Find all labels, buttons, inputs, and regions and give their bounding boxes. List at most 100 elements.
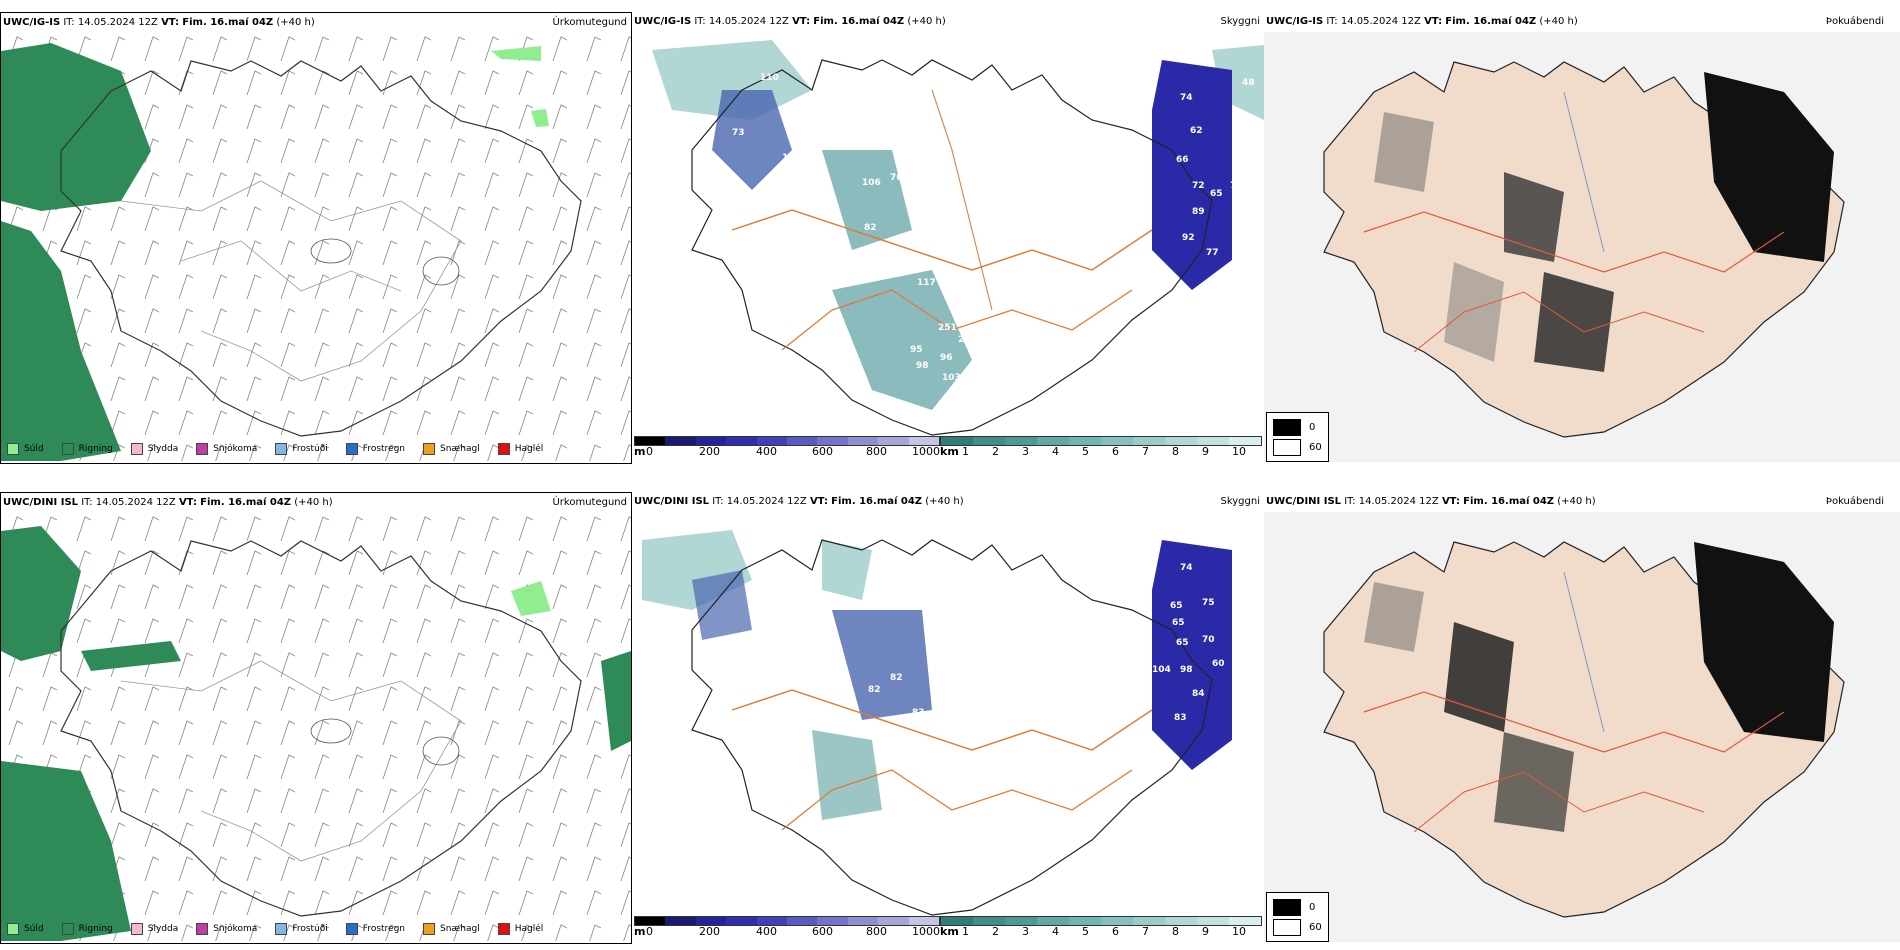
- height-unit: m: [634, 445, 646, 458]
- visibility-tick: 4: [1052, 925, 1059, 938]
- vis-value: 65: [1176, 638, 1189, 648]
- colorbar-segment: [1069, 917, 1101, 925]
- vis-value: 92: [1182, 233, 1195, 243]
- height-colorbar-strip: [634, 916, 940, 926]
- vis-value: 84: [1192, 689, 1205, 699]
- height-tick: 200: [699, 925, 720, 938]
- colorbar-segment: [1197, 437, 1229, 445]
- height-tick: 600: [812, 445, 833, 458]
- cloud-legend-swatch: [1273, 438, 1301, 456]
- legend-item: Snjókoma: [196, 443, 257, 455]
- legend-item: Frostúði: [275, 443, 328, 455]
- visibility-tick: 2: [992, 445, 999, 458]
- colorbar-segment: [973, 437, 1005, 445]
- height-tick: 800: [866, 925, 887, 938]
- vis-value: 95: [910, 345, 923, 355]
- legend-item: Frostregn: [345, 443, 405, 455]
- cloud-legend-item: 0: [1273, 417, 1322, 437]
- legend-item: Haglél: [497, 443, 543, 455]
- vis-value: 65: [1170, 601, 1183, 611]
- colorbar-segment: [1101, 437, 1133, 445]
- colorbar-segment: [973, 917, 1005, 925]
- colorbar-segment: [817, 917, 848, 925]
- legend-swatch: [275, 923, 288, 935]
- legend-swatch: [497, 923, 510, 935]
- visibility-colorbar-strip: [940, 436, 1262, 446]
- height-tick: 800: [866, 445, 887, 458]
- colorbar-segment: [1005, 437, 1037, 445]
- panel-title: Þokuábendi: [1825, 496, 1884, 507]
- height-tick: 400: [756, 445, 777, 458]
- vis-value: 65: [1172, 618, 1185, 628]
- vis-value: 104: [1152, 665, 1171, 675]
- vis-value: 66: [1176, 155, 1189, 165]
- colorbar-segment: [665, 917, 696, 925]
- precip-legend: Súld Rigning Slydda Snjókoma Frostúði Fr…: [7, 443, 543, 455]
- vis-value: 82: [864, 223, 877, 233]
- vis-value: 74: [1180, 93, 1193, 103]
- colorbar-segment: [1101, 917, 1133, 925]
- legend-item: Súld: [7, 923, 44, 935]
- legend-swatch: [7, 443, 19, 455]
- vis-value: 65: [1210, 189, 1223, 199]
- visibility-tick: 5: [1082, 925, 1089, 938]
- vis-value: 82: [890, 673, 903, 683]
- colorbar-segment: [756, 437, 787, 445]
- vis-value: 62: [1190, 126, 1203, 136]
- height-tick: 1000: [912, 925, 940, 938]
- vis-value: 25: [984, 328, 997, 338]
- panel-header: UWC/DINI ISL IT: 14.05.2024 12Z VT: Fim.…: [634, 496, 964, 507]
- visibility-panel-top: UWC/IG-IS IT: 14.05.2024 12Z VT: Fim. 16…: [632, 12, 1264, 464]
- height-tick: 0: [646, 925, 653, 938]
- legend-swatch: [423, 443, 436, 455]
- precip-panel-top: UWC/IG-IS IT: 14.05.2024 12Z VT: Fim. 16…: [0, 12, 632, 464]
- vis-value: 98: [916, 361, 929, 371]
- legend-swatch: [345, 923, 358, 935]
- vis-value: 82: [868, 685, 881, 695]
- colorbar-segment: [1005, 917, 1037, 925]
- cloud-legend-item: 60: [1273, 917, 1322, 937]
- vis-value: 60: [1212, 659, 1225, 669]
- panel-header: UWC/IG-IS IT: 14.05.2024 12Z VT: Fim. 16…: [3, 17, 315, 28]
- cloud-map: [1264, 32, 1900, 462]
- height-tick: 400: [756, 925, 777, 938]
- vis-value: 58: [1237, 621, 1250, 631]
- vis-value: 59: [1238, 635, 1251, 645]
- height-colorbar: m 0 200 400 600 800 1000: [634, 916, 940, 946]
- cloud-legend-swatch: [1273, 418, 1301, 436]
- visibility-unit: km: [940, 925, 959, 938]
- legend-swatch: [275, 443, 288, 455]
- visibility-tick: 8: [1172, 925, 1179, 938]
- colorbar-segment: [635, 917, 666, 925]
- legend-swatch: [130, 923, 143, 935]
- vis-value: 83: [1174, 713, 1187, 723]
- legend-item: Rigning: [61, 443, 113, 455]
- legend-swatch: [130, 443, 143, 455]
- legend-item: Snæhagl: [423, 923, 480, 935]
- vis-value: 57: [882, 598, 895, 608]
- panel-header: UWC/IG-IS IT: 14.05.2024 12Z VT: Fim. 16…: [634, 16, 946, 27]
- panel-header: UWC/DINI ISL IT: 14.05.2024 12Z VT: Fim.…: [1266, 496, 1596, 507]
- height-tick: 200: [699, 445, 720, 458]
- vis-value: 96: [940, 353, 953, 363]
- legend-item: Haglél: [497, 923, 543, 935]
- colorbar-segment: [1037, 437, 1069, 445]
- panel-title: Úrkomutegund: [552, 497, 627, 508]
- visibility-tick: 7: [1142, 445, 1149, 458]
- legend-swatch: [497, 443, 510, 455]
- visibility-tick: 4: [1052, 445, 1059, 458]
- panel-header: UWC/DINI ISL IT: 14.05.2024 12Z VT: Fim.…: [3, 497, 333, 508]
- precip-map: [1, 511, 631, 941]
- visibility-tick: 2: [992, 925, 999, 938]
- vis-value: 75: [1202, 598, 1215, 608]
- visibility-tick: 1: [962, 445, 969, 458]
- colorbar-segment: [847, 917, 879, 925]
- visibility-colorbar: km 1 2 3 4 5 6 7 8 9 10: [940, 436, 1262, 466]
- colorbar-segment: [1133, 437, 1165, 445]
- colorbar-segment: [726, 437, 757, 445]
- colorbar-segment: [1229, 437, 1261, 445]
- legend-item: Rigning: [61, 923, 113, 935]
- colorbar-segment: [817, 437, 848, 445]
- precip-map: [1, 31, 631, 461]
- vis-value: 210: [958, 335, 977, 345]
